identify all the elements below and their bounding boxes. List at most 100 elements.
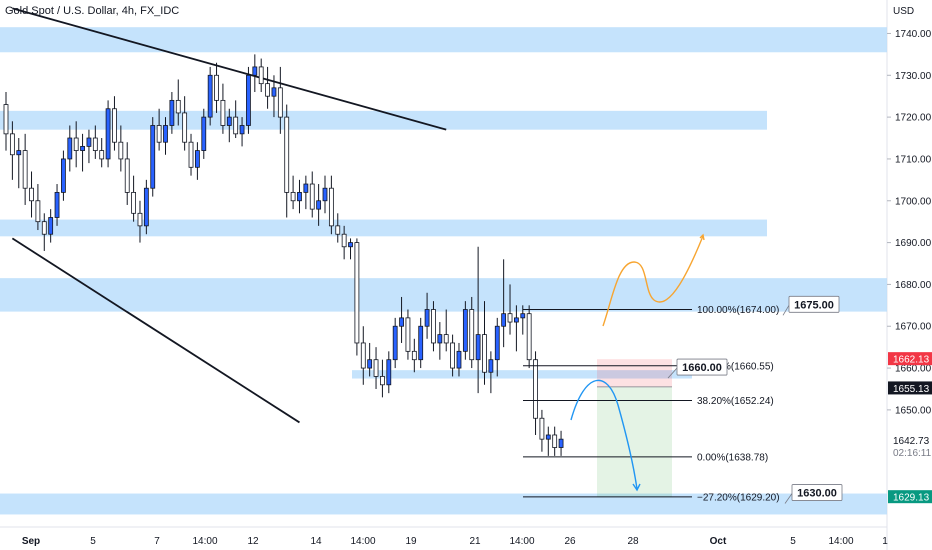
candle xyxy=(469,296,475,369)
price-tag-label: 1629.13 xyxy=(893,493,930,504)
candle-body xyxy=(265,83,270,97)
risk-reward-box xyxy=(597,359,672,498)
candle xyxy=(501,259,507,348)
candle xyxy=(54,184,60,226)
candle xyxy=(22,133,28,205)
callout-label: 1630.00 xyxy=(797,488,837,500)
currency-label: USD xyxy=(893,6,914,17)
candle xyxy=(150,117,156,197)
candle-body xyxy=(494,325,500,361)
candle xyxy=(214,62,219,113)
candle-body xyxy=(284,116,290,193)
candle-body xyxy=(552,434,558,448)
candle-body xyxy=(220,99,226,126)
fib-label: −27.20%(1629.20) xyxy=(697,492,780,503)
price-tag-box xyxy=(888,445,932,459)
trendline-lower xyxy=(11,237,300,424)
candle xyxy=(175,79,181,126)
candle xyxy=(411,338,417,373)
candle xyxy=(258,58,264,93)
candle xyxy=(9,121,15,180)
candle-body xyxy=(271,87,277,97)
candle-body xyxy=(118,141,124,160)
candle-body xyxy=(558,438,564,448)
candle-body xyxy=(156,125,162,143)
chart-title: Gold Spot / U.S. Dollar, 4h, FX_IDC xyxy=(5,5,179,17)
candle xyxy=(456,342,462,377)
candle xyxy=(514,305,519,352)
candle-body xyxy=(137,212,143,227)
time-tick-label: 5 xyxy=(90,536,96,547)
time-tick-label: 12 xyxy=(247,536,259,547)
time-tick-label: 14:00 xyxy=(828,536,853,547)
bullish-arrowhead xyxy=(699,233,705,241)
candle-body xyxy=(322,187,328,202)
candle xyxy=(3,92,9,151)
candle-body xyxy=(143,187,149,227)
candle-body xyxy=(380,376,385,386)
time-tick-label: 19 xyxy=(405,536,417,547)
callout-pointer xyxy=(784,493,793,504)
candle-body xyxy=(450,342,456,369)
candle xyxy=(290,175,296,210)
price-tick-label: 1670.00 xyxy=(895,322,932,333)
candle xyxy=(494,317,500,377)
candle xyxy=(252,54,258,93)
candle xyxy=(284,104,290,218)
time-tick-label: 26 xyxy=(564,536,576,547)
candle xyxy=(105,100,111,168)
candle-body xyxy=(360,342,366,369)
price-tick-label: 1660.00 xyxy=(895,364,932,375)
candle xyxy=(226,108,232,143)
candle-body xyxy=(418,325,424,361)
candle xyxy=(271,75,277,118)
candle-body xyxy=(437,334,443,344)
candle-body xyxy=(29,187,34,202)
candle xyxy=(335,213,341,243)
candle xyxy=(475,246,481,394)
callout-box xyxy=(676,358,728,376)
candle-body xyxy=(297,191,302,202)
candle-body xyxy=(246,74,251,126)
candle xyxy=(367,342,373,377)
candle-body xyxy=(348,242,353,248)
candle-body xyxy=(226,116,232,126)
candle xyxy=(348,238,353,260)
candle-body xyxy=(482,334,487,373)
candle xyxy=(67,125,73,172)
candle xyxy=(188,133,194,176)
time-tick-label: Oct xyxy=(710,536,727,547)
candle-body xyxy=(233,116,239,135)
price-tick-label: 1720.00 xyxy=(895,113,932,124)
trendlines xyxy=(11,7,447,424)
projection-paths xyxy=(570,233,705,492)
candle xyxy=(405,309,411,360)
candle-body xyxy=(67,137,73,160)
candle-body xyxy=(533,359,538,419)
candle-body xyxy=(309,183,315,210)
zone-band xyxy=(0,27,887,53)
candle xyxy=(462,301,468,360)
candle xyxy=(297,179,302,214)
candle-body xyxy=(373,359,379,377)
candle-body xyxy=(354,242,360,344)
candle xyxy=(533,351,538,435)
candle xyxy=(482,301,487,385)
candle xyxy=(488,351,494,394)
candle-body xyxy=(48,217,54,235)
candle-body xyxy=(9,133,15,156)
price-tick-label: 1710.00 xyxy=(895,154,932,165)
candle-body xyxy=(488,359,494,373)
price-tag-box xyxy=(888,381,932,395)
candle xyxy=(539,409,545,452)
candle xyxy=(450,334,456,377)
candle xyxy=(131,175,137,222)
time-tick-label: 28 xyxy=(627,536,639,547)
candle xyxy=(380,359,385,398)
price-callouts: 1675.00 1660.00 1630.00 xyxy=(667,295,843,504)
candle xyxy=(86,129,92,164)
candle xyxy=(545,426,551,456)
candle-body xyxy=(462,309,468,352)
zone-band xyxy=(352,370,692,379)
